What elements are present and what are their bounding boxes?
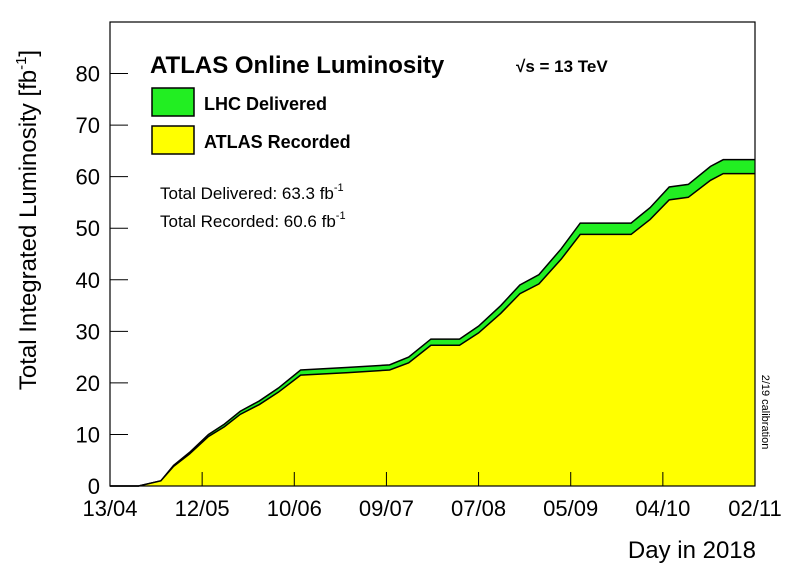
energy-label: √s = 13 TeV [516, 57, 608, 76]
legend-label: ATLAS Recorded [204, 132, 351, 152]
annotation-text: Total Delivered: 63.3 fb [160, 184, 334, 203]
legend-label: LHC Delivered [204, 94, 327, 114]
chart-title: ATLAS Online Luminosity [150, 52, 445, 79]
y-tick-label: 10 [76, 422, 100, 447]
x-tick-label: 10/06 [267, 496, 322, 521]
y-label-sup: -1 [13, 57, 30, 70]
y-tick-label: 50 [76, 216, 100, 241]
x-tick-label: 12/05 [175, 496, 230, 521]
x-axis-label: Day in 2018 [628, 537, 756, 564]
annotation: Total Delivered: 63.3 fb-1 [160, 182, 344, 203]
y-tick-label: 30 [76, 319, 100, 344]
frame [109, 21, 756, 487]
plot-area [110, 158, 755, 487]
legend-swatch [151, 125, 195, 155]
annotation-sup: -1 [336, 210, 346, 222]
y-tick-label: 20 [76, 371, 100, 396]
note: 2/19 calibration [759, 375, 771, 450]
legend-swatch [151, 87, 195, 117]
x-tick-label: 13/04 [82, 496, 137, 521]
y-tick-label: 70 [76, 113, 100, 138]
x-tick-label: 02/11 [728, 496, 781, 521]
area-outline [110, 172, 755, 487]
y-label-text: Total Integrated Luminosity [fb [15, 70, 42, 390]
x-tick-label: 04/10 [635, 496, 690, 521]
y-tick-label: 80 [76, 62, 100, 87]
area-outline [110, 158, 755, 487]
x-tick-label: 07/08 [451, 496, 506, 521]
x-tick-label: 05/09 [543, 496, 598, 521]
y-tick-label: 0 [88, 474, 100, 499]
y-tick-label: 40 [76, 268, 100, 293]
y-tick-label: 60 [76, 165, 100, 190]
annotation: Total Recorded: 60.6 fb-1 [160, 210, 346, 231]
y-label-end: ] [15, 50, 42, 57]
annotation-sup: -1 [334, 182, 344, 194]
area-fill [110, 173, 755, 486]
y-axis-label: Total Integrated Luminosity [fb-1] [13, 50, 42, 390]
annotation-text: Total Recorded: 60.6 fb [160, 212, 336, 231]
x-tick-label: 09/07 [359, 496, 414, 521]
